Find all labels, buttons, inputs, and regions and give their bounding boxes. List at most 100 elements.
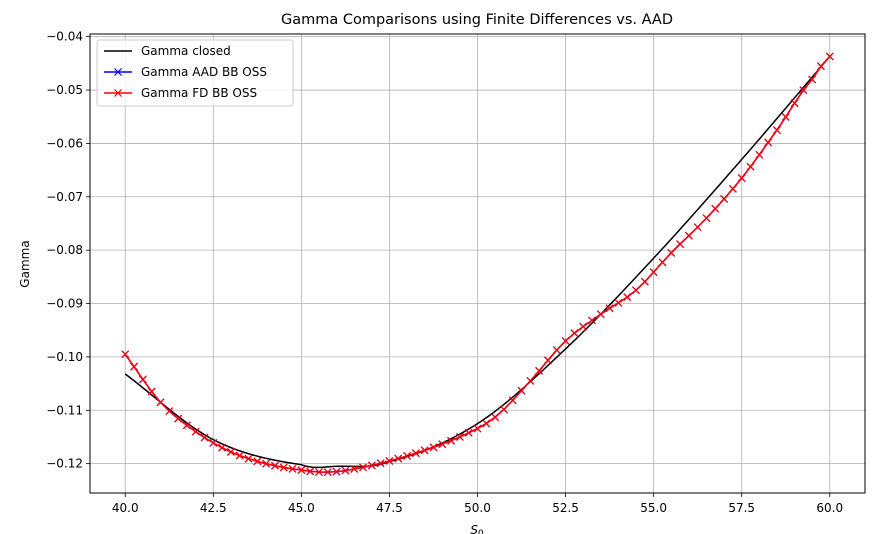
data-point-marker: [808, 75, 817, 84]
data-point-marker: [473, 424, 482, 433]
data-point-marker: [218, 443, 227, 452]
data-point-marker: [165, 407, 174, 416]
data-point-marker: [174, 414, 182, 423]
data-point-marker: [570, 329, 579, 338]
data-point-marker: [323, 468, 332, 477]
data-point-marker: [737, 174, 746, 183]
data-point-marker: [667, 248, 676, 257]
data-point-marker: [702, 214, 711, 223]
data-point-marker: [746, 162, 755, 171]
data-point-marker: [728, 184, 737, 193]
data-point-marker: [605, 304, 614, 313]
data-point-marker: [420, 446, 429, 455]
x-tick-label: 40.0: [112, 501, 139, 515]
data-point-marker: [306, 467, 315, 476]
x-axis-label: S0: [470, 523, 484, 534]
x-tick-label: 52.5: [552, 501, 579, 515]
legend-items: Gamma closed Gamma AAD BB OSS Gamma FD BB …: [104, 44, 267, 100]
data-point-marker: [226, 447, 235, 456]
data-point-marker: [676, 240, 684, 249]
data-point-marker: [147, 387, 156, 396]
data-point-marker: [244, 454, 253, 463]
data-point-marker: [279, 463, 288, 472]
data-point-marker: [552, 346, 561, 354]
data-point-marker: [693, 223, 702, 232]
data-point-marker: [799, 86, 808, 95]
data-point-marker: [623, 293, 632, 301]
data-point-marker: [535, 366, 544, 375]
data-point-marker: [438, 440, 447, 449]
data-point-marker: [658, 258, 667, 267]
legend-entry: Gamma FD BB OSS: [104, 86, 257, 100]
data-point-marker: [773, 126, 781, 134]
data-point-marker: [764, 138, 773, 147]
x-axis-label-main: S: [470, 523, 478, 534]
data-point-marker: [130, 362, 138, 371]
data-point-marker: [271, 461, 279, 470]
x-axis-label-subscript: 0: [478, 529, 484, 534]
data-point-marker: [411, 449, 420, 458]
data-point-marker: [376, 459, 385, 468]
data-point-marker: [579, 322, 588, 331]
data-point-marker: [182, 421, 191, 430]
legend: Gamma closed Gamma AAD BB OSS Gamma FD BB …: [96, 39, 294, 107]
data-point-marker: [755, 150, 764, 159]
data-point-marker: [200, 433, 209, 442]
data-point-marker: [790, 99, 799, 108]
data-point-marker: [508, 396, 517, 405]
y-axis: −0.12 −0.11 −0.10 −0.09 −0.08 −0.07 −0.06 −0.05…: [46, 30, 90, 471]
data-point-marker: [464, 428, 473, 437]
data-point-marker: [825, 52, 834, 61]
data-point-marker: [588, 316, 596, 325]
data-point-marker: [649, 268, 658, 277]
legend-label: Gamma closed: [141, 44, 231, 58]
y-tick-label: −0.09: [46, 297, 83, 311]
y-tick-label: −0.07: [46, 190, 83, 204]
data-point-marker: [156, 398, 165, 407]
data-point-marker: [614, 298, 623, 307]
legend-entry: Gamma closed: [104, 44, 231, 58]
y-tick-label: −0.11: [46, 403, 83, 417]
y-tick-label: −0.10: [46, 350, 83, 364]
data-point-marker: [817, 62, 825, 71]
x-tick-label: 57.5: [728, 501, 755, 515]
data-point-marker: [341, 466, 350, 475]
x-axis: 40.0 42.5 45.0 47.5 50.0 52.5 55.0 57.5 60.0: [112, 493, 843, 515]
data-point-marker: [394, 454, 403, 463]
data-point-marker: [684, 231, 693, 240]
y-tick-label: −0.04: [46, 30, 83, 44]
data-point-marker: [209, 438, 218, 447]
data-point-marker: [447, 436, 456, 445]
data-point-marker: [235, 451, 244, 460]
x-tick-label: 47.5: [376, 501, 403, 515]
legend-swatch-marker: [114, 89, 122, 97]
x-tick-label: 50.0: [464, 501, 491, 515]
data-point-marker: [359, 463, 367, 472]
data-point-marker: [455, 433, 464, 441]
legend-box: [96, 39, 294, 107]
legend-label: Gamma AAD BB OSS: [141, 65, 267, 79]
data-point-marker: [561, 336, 570, 345]
data-point-marker: [403, 452, 411, 460]
data-point-marker: [191, 427, 200, 436]
data-point-marker: [262, 459, 271, 468]
x-tick-label: 60.0: [816, 501, 843, 515]
data-point-marker: [332, 467, 341, 476]
y-tick-label: −0.06: [46, 136, 83, 150]
x-tick-label: 42.5: [200, 501, 227, 515]
data-point-marker: [491, 413, 500, 422]
data-point-marker: [385, 457, 394, 465]
data-point-marker: [138, 375, 147, 384]
chart-title: Gamma Comparisons using Finite Differenc…: [281, 12, 673, 28]
series-layer: [121, 52, 834, 477]
data-point-marker: [499, 405, 508, 414]
data-point-marker: [297, 466, 306, 474]
data-point-marker: [632, 286, 640, 295]
data-point-marker: [288, 464, 297, 473]
data-point-marker: [350, 465, 359, 473]
x-tick-label: 45.0: [288, 501, 315, 515]
data-point-marker: [781, 113, 790, 121]
data-point-marker: [367, 461, 376, 470]
y-tick-label: −0.12: [46, 457, 83, 471]
